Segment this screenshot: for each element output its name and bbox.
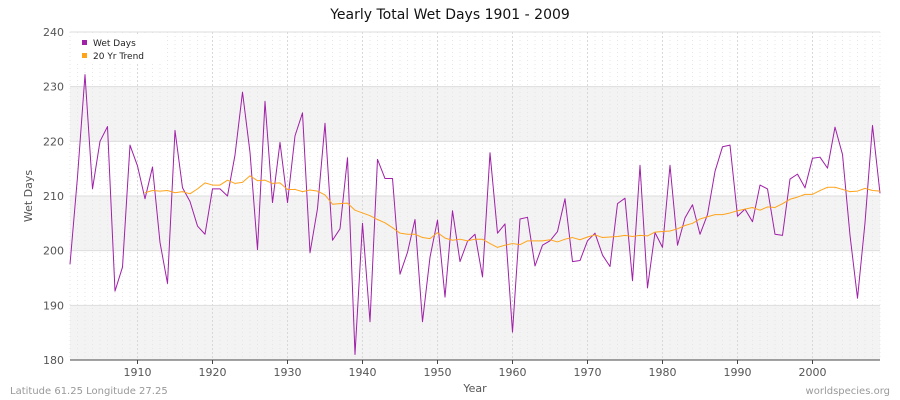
chart-title: Yearly Total Wet Days 1901 - 2009 bbox=[330, 7, 570, 23]
x-tick-label: 1930 bbox=[274, 366, 302, 379]
series-layer bbox=[69, 74, 881, 356]
x-tick-label: 2000 bbox=[799, 366, 827, 379]
x-tick-label: 1960 bbox=[499, 366, 527, 379]
y-tick-label: 200 bbox=[43, 245, 64, 258]
y-tick-label: 210 bbox=[43, 190, 64, 203]
y-axis-ticks: 180 190 200 210 220 230 240 bbox=[43, 26, 64, 367]
footer-source: worldspecies.org bbox=[805, 386, 890, 397]
legend-swatch-wet-days bbox=[82, 40, 87, 45]
y-axis-label: Wet Days bbox=[22, 170, 35, 223]
legend-label-trend: 20 Yr Trend bbox=[93, 52, 144, 62]
legend-box bbox=[76, 34, 164, 64]
plot-band bbox=[70, 32, 880, 87]
x-tick-label: 1990 bbox=[724, 366, 752, 379]
x-tick-label: 1950 bbox=[424, 366, 452, 379]
plot-band bbox=[70, 196, 880, 251]
legend-label-wet-days: Wet Days bbox=[93, 39, 136, 49]
x-tick-label: 1920 bbox=[199, 366, 227, 379]
x-axis-label: Year bbox=[462, 382, 487, 395]
footer-location: Latitude 61.25 Longitude 27.25 bbox=[10, 386, 168, 397]
x-tick-label: 1970 bbox=[574, 366, 602, 379]
y-tick-label: 230 bbox=[43, 81, 64, 94]
plot-band bbox=[70, 250, 880, 306]
x-axis-ticks: 1910 1920 1930 1940 1950 1960 1970 1980 1990 2000 bbox=[124, 360, 827, 379]
y-tick-label: 220 bbox=[43, 135, 64, 148]
y-tick-label: 180 bbox=[43, 354, 64, 367]
legend-swatch-trend bbox=[82, 53, 87, 58]
plot-band bbox=[70, 86, 880, 142]
x-tick-label: 1910 bbox=[124, 366, 152, 379]
y-tick-label: 190 bbox=[43, 299, 64, 312]
x-tick-label: 1980 bbox=[649, 366, 677, 379]
legend: Wet Days 20 Yr Trend bbox=[76, 34, 164, 64]
y-tick-label: 240 bbox=[43, 26, 64, 39]
series-line-20-yr-trend bbox=[144, 175, 881, 248]
x-tick-label: 1940 bbox=[349, 366, 377, 379]
